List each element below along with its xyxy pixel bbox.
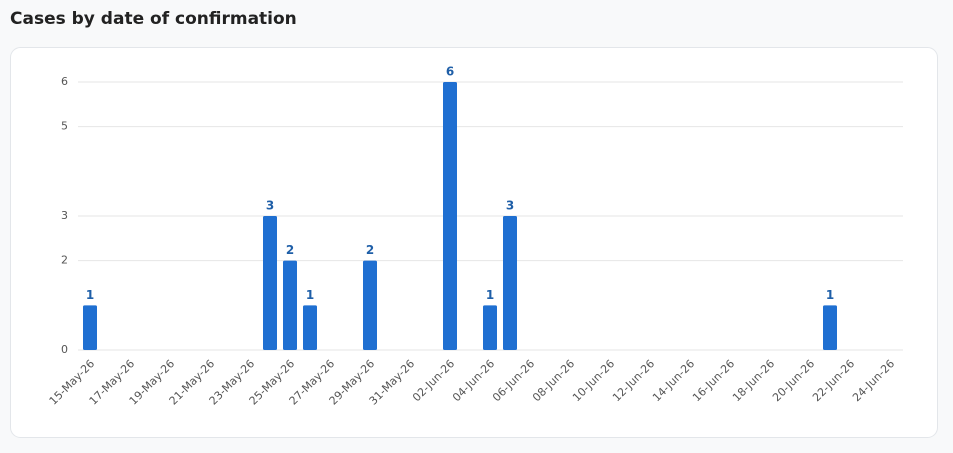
- y-tick-label: 0: [61, 343, 68, 356]
- value-label: 1: [826, 288, 834, 302]
- value-label: 1: [306, 288, 314, 302]
- value-label: 3: [506, 199, 514, 213]
- value-label: 2: [366, 243, 374, 257]
- bar: [823, 305, 837, 350]
- y-tick-label: 3: [61, 209, 68, 222]
- bar: [443, 82, 457, 350]
- bar: [83, 305, 97, 350]
- bar: [283, 260, 297, 350]
- value-label: 1: [486, 288, 494, 302]
- value-label: 3: [266, 199, 274, 213]
- bar: [363, 260, 377, 350]
- bar: [303, 305, 317, 350]
- chart-title: Cases by date of confirmation: [10, 9, 297, 29]
- value-label: 2: [286, 243, 294, 257]
- y-tick-label: 5: [61, 120, 68, 133]
- bar: [483, 305, 497, 350]
- y-tick-label: 2: [61, 254, 68, 267]
- bar: [263, 216, 277, 350]
- y-tick-label: 6: [61, 75, 68, 88]
- bar: [503, 216, 517, 350]
- value-label: 1: [86, 288, 94, 302]
- card: [10, 47, 938, 438]
- value-label: 6: [446, 65, 454, 79]
